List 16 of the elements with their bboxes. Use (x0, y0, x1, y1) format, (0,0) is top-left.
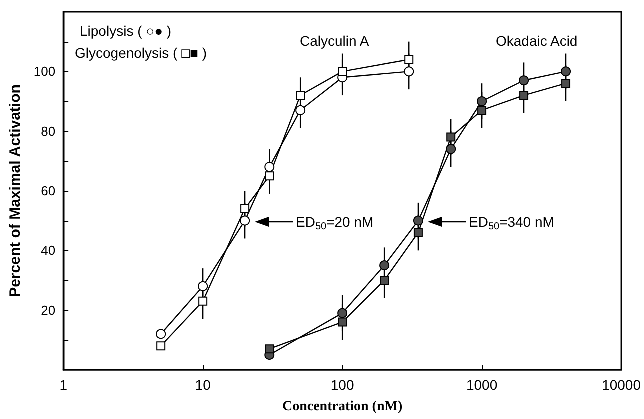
y-tick-label: 60 (41, 184, 56, 198)
annotation: Okadaic Acid (496, 33, 578, 49)
annotation: Lipolysis ( ○● ) (80, 23, 172, 39)
y-tick-label: 80 (41, 124, 56, 139)
annotation: Calyculin A (300, 33, 370, 49)
y-tick-label: 40 (41, 243, 56, 258)
x-axis-title: Concentration (nM) (282, 400, 403, 414)
y-axis-title: Percent of Maximal Activation (7, 84, 24, 298)
x-tick-label: 1 (60, 377, 68, 393)
annotation: Glycogenolysis ( □■ ) (75, 45, 208, 61)
x-tick-label: 1000 (466, 377, 498, 393)
y-tick-label: 20 (41, 302, 56, 318)
x-tick-label: 10000 (602, 377, 642, 393)
x-tick-label: 10 (195, 377, 212, 393)
x-tick-label: 100 (330, 377, 354, 393)
y-tick-label: 100 (34, 64, 56, 80)
